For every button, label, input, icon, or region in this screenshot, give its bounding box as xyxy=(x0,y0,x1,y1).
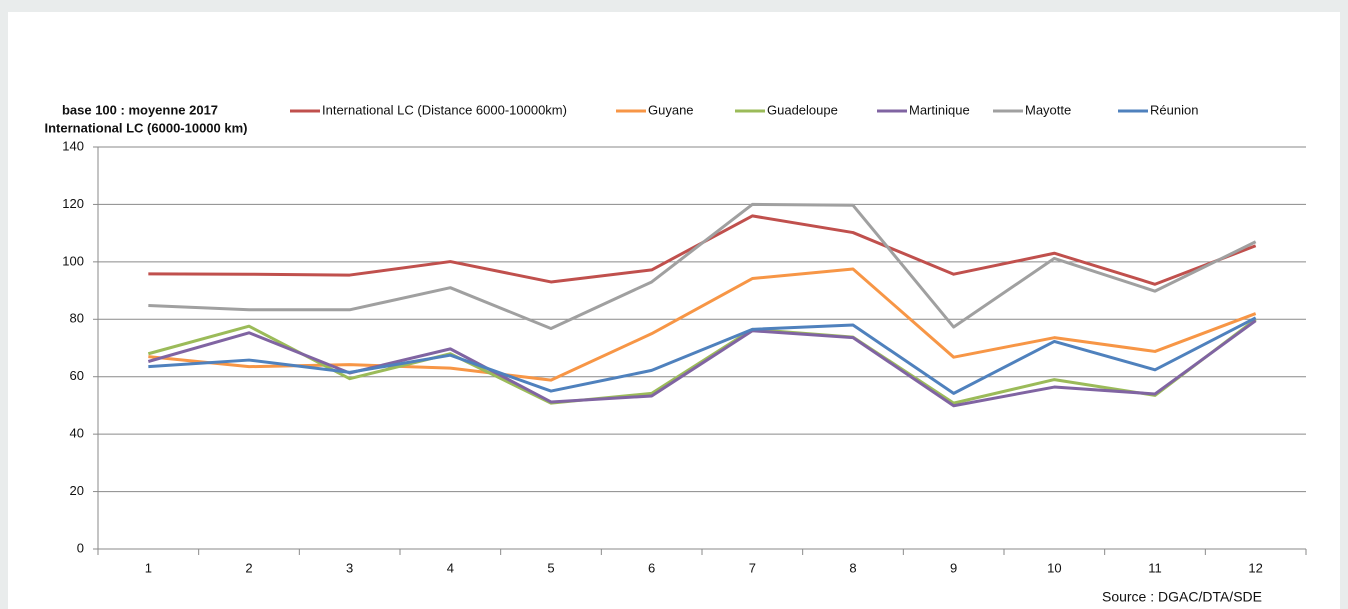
x-tick-label: 9 xyxy=(950,560,957,575)
legend-label: Mayotte xyxy=(1025,102,1071,117)
series-line xyxy=(148,214,1257,286)
legend-label: Guyane xyxy=(648,102,694,117)
x-tick-label: 12 xyxy=(1248,560,1262,575)
x-tick-label: 2 xyxy=(245,560,252,575)
legend-label: Réunion xyxy=(1150,102,1198,117)
x-tick-label: 7 xyxy=(749,560,756,575)
x-tick-label: 8 xyxy=(849,560,856,575)
series-line xyxy=(148,316,1257,395)
x-tick-label: 3 xyxy=(346,560,353,575)
y-tick-label: 60 xyxy=(70,368,84,383)
x-tick-label: 1 xyxy=(145,560,152,575)
legend-label: International LC (Distance 6000-10000km) xyxy=(322,102,567,117)
legend-label: Guadeloupe xyxy=(767,102,838,117)
x-tick-label: 10 xyxy=(1047,560,1061,575)
y-tick-label: 20 xyxy=(70,483,84,498)
series-line xyxy=(148,202,1257,330)
y-axis-title: International LC (6000-10000 km) xyxy=(44,120,247,135)
legend-label: Martinique xyxy=(909,102,970,117)
y-tick-label: 80 xyxy=(70,311,84,326)
x-tick-label: 11 xyxy=(1148,560,1162,575)
x-tick-label: 5 xyxy=(547,560,554,575)
source-note: Source : DGAC/DTA/SDE xyxy=(1102,589,1262,605)
y-tick-label: 40 xyxy=(70,426,84,441)
y-tick-label: 100 xyxy=(62,253,84,268)
y-tick-label: 140 xyxy=(62,138,84,153)
x-tick-label: 6 xyxy=(648,560,655,575)
y-tick-label: 0 xyxy=(77,540,84,555)
y-axis-title: base 100 : moyenne 2017 xyxy=(62,102,218,117)
x-tick-label: 4 xyxy=(447,560,454,575)
series-line xyxy=(147,319,1257,408)
y-tick-label: 120 xyxy=(62,196,84,211)
